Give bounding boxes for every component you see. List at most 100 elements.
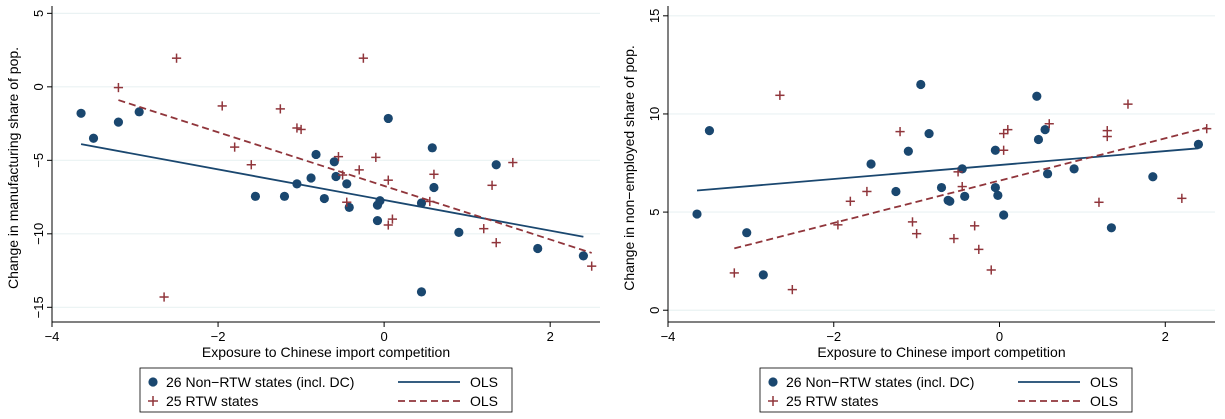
rtw-state-point — [171, 53, 182, 63]
non-rtw-state-point — [1033, 134, 1044, 145]
non-rtw-state-point — [306, 173, 316, 183]
legend-symbol-circle — [768, 377, 778, 387]
non-employed-chart-legend: 26 Non−RTW states (incl. DC) 25 RTW state… — [759, 367, 1133, 413]
non-rtw-state-point — [429, 182, 439, 193]
x-tick-label: 2 — [1162, 329, 1169, 344]
non-employed-share-chart: 0 5 10 15 −4 −2 0 2 Exposure to Chinese import c… — [621, 6, 1215, 360]
y-tick-label: 10 — [647, 107, 662, 121]
rtw-state-point — [230, 142, 240, 152]
non-rtw-state-point — [704, 126, 715, 136]
rtw-state-point — [970, 221, 980, 231]
legend-label: 25 RTW states — [166, 393, 258, 409]
non-rtw-state-point — [372, 215, 383, 226]
rtw-state-point — [296, 124, 306, 135]
non-rtw-state-point — [578, 251, 588, 261]
x-axis-title: Exposure to Chinese import competition — [817, 344, 1065, 360]
rtw-state-point — [354, 165, 364, 175]
x-tick-label: −4 — [45, 329, 60, 344]
ols-fit-line-non-rtw — [80, 143, 584, 238]
x-tick-label: 0 — [996, 329, 1003, 344]
non-rtw-state-point — [76, 108, 86, 118]
non-rtw-state-point — [416, 287, 427, 297]
non-rtw-state-point — [1193, 139, 1204, 149]
rtw-state-point — [1177, 193, 1187, 203]
rtw-state-point — [1094, 197, 1104, 207]
rtw-state-point — [246, 160, 256, 170]
rtw-state-point — [587, 261, 597, 271]
rtw-state-point — [775, 90, 785, 100]
rtw-state-point — [862, 186, 872, 197]
legend-label: OLS — [470, 393, 498, 409]
y-tick-label: 5 — [647, 208, 662, 215]
rtw-state-point — [907, 217, 918, 227]
non-rtw-state-point — [742, 228, 752, 238]
y-tick-label: 0 — [31, 83, 46, 90]
non-rtw-state-point — [416, 198, 427, 208]
y-tick-label: −15 — [31, 296, 46, 318]
non-rtw-state-point — [331, 171, 341, 182]
legend-label: OLS — [470, 374, 498, 390]
x-tick-label: 0 — [381, 329, 388, 344]
y-axis-title: Change in non−employed share of pop. — [621, 45, 637, 291]
rtw-state-point — [912, 229, 922, 239]
rtw-state-point — [429, 169, 439, 179]
legend-label: 25 RTW states — [786, 393, 878, 409]
non-rtw-state-point — [866, 159, 876, 169]
ols-fit-line-non-rtw — [696, 147, 1199, 192]
non-rtw-state-point — [88, 133, 99, 143]
rtw-state-point — [999, 145, 1009, 155]
non-rtw-state-point — [990, 182, 1000, 193]
legend-symbol-circle — [148, 377, 158, 387]
non-rtw-state-point — [1042, 169, 1053, 179]
rtw-state-point — [1003, 125, 1013, 135]
non-rtw-state-point — [113, 117, 124, 127]
ols-fit-line-rtw — [734, 126, 1207, 250]
non-rtw-state-point — [993, 190, 1003, 201]
non-rtw-state-point — [960, 191, 970, 201]
non-rtw-state-point — [533, 243, 543, 254]
x-axis-title: Exposure to Chinese import competition — [202, 344, 450, 360]
y-tick-label: −5 — [31, 153, 46, 168]
x-tick-label: −2 — [826, 329, 841, 344]
non-rtw-state-point — [454, 227, 464, 237]
rtw-state-point — [1123, 99, 1133, 109]
non-rtw-state-point — [916, 79, 926, 90]
legend-label: OLS — [1090, 393, 1118, 409]
rtw-state-point — [1044, 119, 1054, 129]
rtw-state-point — [491, 238, 501, 248]
non-rtw-state-point — [311, 149, 321, 160]
legend-label: 26 Non−RTW states (incl. DC) — [786, 374, 974, 390]
rtw-state-point — [342, 197, 352, 207]
non-rtw-state-point — [319, 193, 329, 204]
rtw-state-point — [358, 53, 368, 63]
rtw-state-point — [974, 244, 984, 254]
non-rtw-state-point — [924, 128, 934, 139]
non-rtw-state-point — [1148, 172, 1158, 182]
rtw-state-point — [383, 175, 393, 185]
rtw-state-point — [479, 224, 489, 234]
rtw-state-point — [895, 127, 905, 137]
rtw-state-point — [845, 196, 855, 206]
rtw-state-point — [487, 180, 497, 190]
rtw-state-point — [949, 233, 959, 244]
non-rtw-state-point — [329, 157, 339, 167]
rtw-state-point — [159, 292, 169, 302]
non-rtw-state-point — [342, 179, 352, 189]
legend-box — [759, 367, 1133, 413]
x-tick-label: −2 — [211, 329, 226, 344]
rtw-state-point — [729, 268, 739, 278]
y-tick-label: 5 — [31, 10, 46, 17]
rtw-state-point — [833, 220, 843, 230]
non-rtw-state-point — [383, 113, 393, 124]
non-rtw-state-point — [999, 210, 1009, 220]
rtw-state-point — [508, 157, 518, 168]
non-rtw-state-point — [279, 191, 290, 201]
rtw-state-point — [113, 82, 124, 93]
rtw-state-point — [986, 265, 996, 275]
rtw-state-point — [275, 104, 285, 114]
rtw-state-point — [383, 220, 393, 230]
rtw-state-point — [371, 152, 381, 162]
y-tick-label: 0 — [647, 307, 662, 314]
